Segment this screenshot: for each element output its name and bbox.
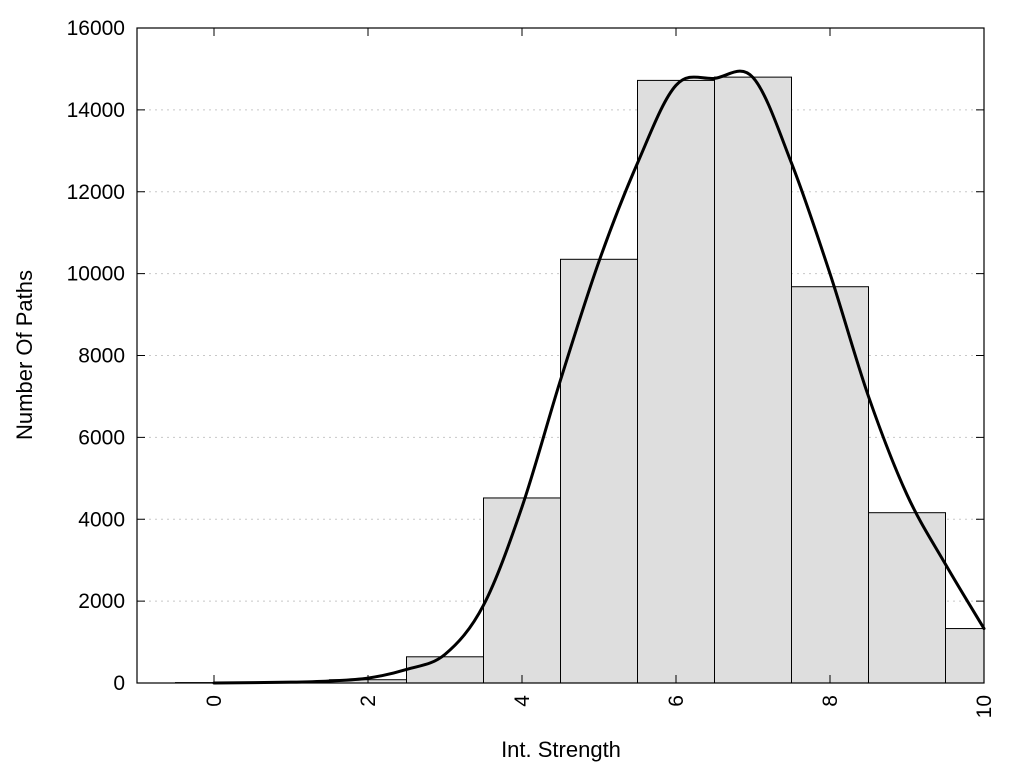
curve-line <box>212 69 986 685</box>
bar-10 <box>945 628 985 684</box>
density-curve <box>212 69 986 685</box>
x-axis-label: Int. Strength <box>501 737 621 762</box>
bar-3 <box>406 656 484 684</box>
ticks <box>137 27 985 684</box>
y-tick-label: 8000 <box>78 345 125 368</box>
x-tick-label: 8 <box>819 695 842 707</box>
x-tick-label: 0 <box>203 695 226 707</box>
y-tick-label: 16000 <box>67 17 125 40</box>
x-tick-label: 2 <box>357 695 380 707</box>
x-tick-label: 6 <box>665 695 688 707</box>
y-axis-label: Number Of Paths <box>12 270 37 440</box>
bar-9 <box>868 512 946 684</box>
y-tick-label: 6000 <box>78 426 125 449</box>
y-tick-label: 14000 <box>67 99 125 122</box>
y-tick-label: 4000 <box>78 508 125 531</box>
bar-8 <box>791 286 869 684</box>
x-tick-labels: 0 2 4 6 8 10 <box>203 695 996 719</box>
bar-5 <box>560 258 638 684</box>
y-tick-label: 2000 <box>78 590 125 613</box>
bar-6 <box>637 79 715 684</box>
y-tick-labels: 0 2000 4000 6000 8000 10000 12000 14000 16000 <box>67 17 125 695</box>
x-tick-label: 10 <box>973 695 996 718</box>
bar-4 <box>483 497 561 684</box>
bar-7 <box>714 76 792 684</box>
y-tick-label: 0 <box>113 672 125 695</box>
x-tick-label: 4 <box>511 695 534 707</box>
y-tick-label: 12000 <box>67 181 125 204</box>
y-tick-label: 10000 <box>67 263 125 286</box>
